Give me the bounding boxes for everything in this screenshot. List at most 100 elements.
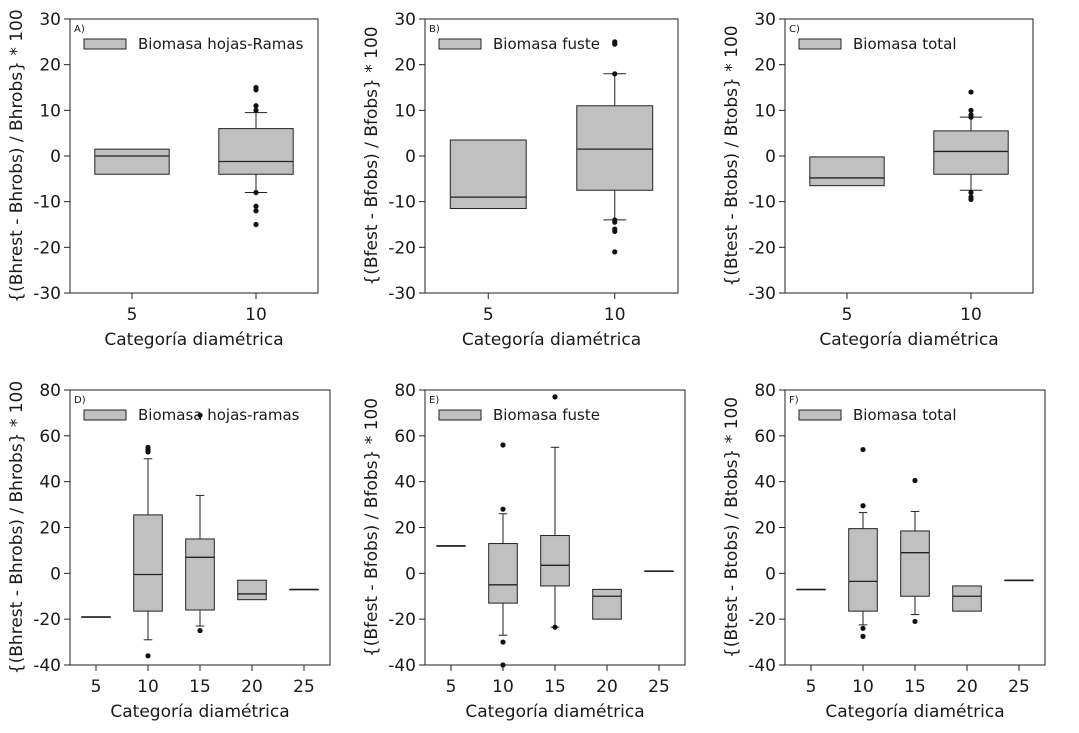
panel-label: D) — [74, 395, 86, 406]
outlier-point — [552, 394, 558, 400]
y-tick-label: -40 — [748, 656, 776, 676]
y-tick-label: 30 — [394, 10, 416, 30]
x-tick-label: 15 — [904, 677, 926, 697]
panel-b: -30 -20 -10 0 10 20 30 5 10 Categoría diamétrica {… — [362, 10, 679, 350]
outlier-point — [612, 41, 618, 47]
box-10 — [848, 446, 878, 639]
outlier-point — [197, 628, 203, 634]
y-tick-label: 0 — [50, 147, 61, 167]
panel-c: -30 -20 -10 0 10 20 30 5 10 Categoría diamétrica {… — [722, 10, 1034, 350]
outlier-point — [253, 208, 259, 214]
legend-swatch — [798, 38, 842, 50]
y-tick-label: 0 — [50, 564, 61, 584]
box-5 — [809, 156, 885, 187]
box-15 — [185, 412, 215, 634]
y-tick-label: -20 — [748, 610, 776, 630]
y-tick-label: -20 — [33, 238, 61, 258]
y-tick-label: -30 — [33, 284, 61, 304]
y-tick-label: -40 — [388, 656, 416, 676]
legend-swatch — [798, 409, 842, 421]
box-iqr — [848, 528, 878, 612]
y-tick-label: -20 — [33, 610, 61, 630]
box-iqr — [94, 148, 170, 175]
x-tick-label: 20 — [596, 677, 618, 697]
legend-label: Biomasa hojas-ramas — [138, 406, 300, 424]
x-axis-title: Categoría diamétrica — [462, 330, 641, 350]
box-iqr — [488, 543, 518, 604]
box-25 — [1004, 579, 1034, 582]
legend-swatch — [83, 38, 127, 50]
box-20 — [592, 588, 622, 620]
outlier-point — [197, 412, 203, 418]
legend-swatch — [438, 409, 482, 421]
x-tick-label: 20 — [956, 677, 978, 697]
y-tick-label: 20 — [394, 519, 416, 539]
box-20 — [237, 579, 267, 601]
outlier-point — [968, 114, 974, 120]
outlier-point — [860, 503, 866, 509]
x-tick-label: 5 — [446, 677, 457, 697]
box-iqr — [592, 588, 622, 620]
box-5 — [449, 139, 527, 210]
panel-label: F) — [789, 395, 799, 406]
box-25 — [289, 588, 319, 591]
x-axis-title: Categoría diamétrica — [110, 702, 289, 722]
outlier-point — [860, 625, 866, 631]
x-tick-label: 5 — [91, 677, 102, 697]
legend-label: Biomasa fuste — [493, 406, 600, 424]
x-tick-label: 5 — [483, 305, 494, 325]
box-iqr — [133, 514, 163, 612]
y-tick-label: 10 — [39, 101, 61, 121]
legend-label: Biomasa total — [853, 406, 957, 424]
outlier-point — [968, 107, 974, 113]
x-tick-label: 5 — [127, 305, 138, 325]
y-tick-label: 0 — [765, 564, 776, 584]
box-10 — [933, 89, 1009, 202]
box-iqr — [576, 105, 654, 191]
y-tick-label: 80 — [39, 381, 61, 401]
legend-swatch — [83, 409, 127, 421]
outlier-point — [253, 189, 259, 196]
outlier-point — [612, 71, 618, 77]
y-tick-label: 20 — [394, 56, 416, 76]
y-tick-label: 80 — [754, 381, 776, 401]
box-10 — [488, 442, 518, 668]
box-iqr — [933, 130, 1009, 175]
outlier-point — [860, 633, 866, 639]
y-tick-label: -20 — [388, 238, 416, 258]
y-tick-label: -30 — [748, 284, 776, 304]
box-10 — [218, 84, 294, 228]
outlier-point — [500, 662, 506, 668]
box-5 — [94, 148, 170, 175]
panel-label: C) — [789, 24, 800, 35]
y-tick-label: 40 — [394, 473, 416, 493]
outlier-point — [612, 249, 618, 255]
box-iqr — [900, 530, 930, 597]
box-iqr — [449, 139, 527, 210]
y-tick-label: -10 — [388, 193, 416, 213]
y-tick-label: 0 — [405, 147, 416, 167]
box-iqr — [952, 585, 982, 612]
outlier-point — [253, 221, 259, 228]
y-tick-label: 60 — [394, 427, 416, 447]
x-tick-label: 10 — [960, 305, 982, 325]
x-axis-title: Categoría diamétrica — [819, 330, 998, 350]
box-5 — [436, 545, 466, 547]
y-axis-title: {(Bhrest - Bhrobs) / Bhrobs} * 100 — [7, 381, 27, 674]
outlier-point — [912, 618, 918, 625]
x-tick-label: 15 — [544, 677, 566, 697]
y-tick-label: 20 — [754, 519, 776, 539]
outlier-point — [145, 449, 151, 455]
x-tick-label: 15 — [189, 677, 211, 697]
x-tick-label: 10 — [492, 677, 514, 697]
x-tick-label: 5 — [842, 305, 853, 325]
y-axis-title: {(Btest - Btobs) / Btobs} * 100 — [722, 25, 742, 286]
x-tick-label: 25 — [648, 677, 670, 697]
y-axis-title: {(Bfest - Bfobs) / Bfobs} * 100 — [362, 26, 382, 285]
x-tick-label: 10 — [604, 305, 626, 325]
panel-label: A) — [74, 24, 85, 35]
outlier-point — [500, 442, 506, 448]
outlier-point — [500, 639, 506, 645]
